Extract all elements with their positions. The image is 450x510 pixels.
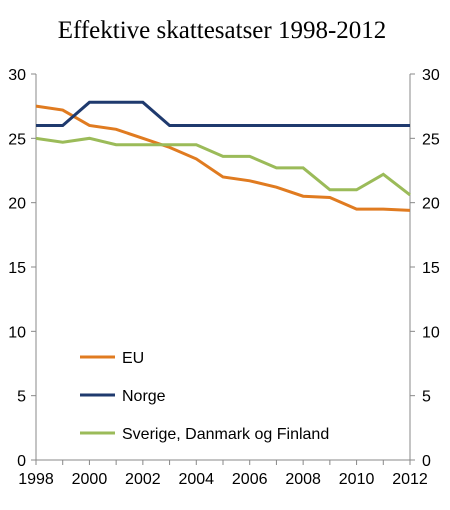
series-line-eu [35, 104, 411, 212]
x-tick-label: 2004 [178, 471, 214, 488]
series-layer [35, 100, 411, 212]
series-line-norge [36, 100, 410, 127]
x-tick-label: 1998 [18, 471, 54, 488]
y-tick-label-right: 20 [422, 196, 440, 213]
x-tick-label: 2008 [285, 471, 321, 488]
x-tick-label: 2002 [125, 471, 161, 488]
y-tick-label-right: 15 [422, 260, 440, 277]
y-tick-label-right: 5 [422, 389, 431, 406]
x-tick-label: 2012 [392, 471, 428, 488]
y-tick-label-left: 10 [8, 324, 26, 341]
chart-title: Effektive skattesatser 1998-2012 [58, 17, 387, 44]
y-tick-label-left: 25 [8, 131, 26, 148]
series-line-sverige-danmark-og-finland [35, 136, 411, 197]
legend-label: Norge [122, 388, 166, 405]
y-tick-label-left: 20 [8, 196, 26, 213]
y-tick-label-left: 30 [8, 67, 26, 84]
y-tick-label-left: 15 [8, 260, 26, 277]
x-tick-label: 2010 [339, 471, 375, 488]
y-tick-label-right: 0 [422, 453, 431, 470]
y-tick-label-left: 5 [17, 389, 26, 406]
legend-label: Sverige, Danmark og Finland [122, 426, 329, 443]
legend: EU Norge Sverige, Danmark og Finland [80, 350, 329, 443]
y-tick-label-left: 0 [17, 453, 26, 470]
y-tick-label-right: 10 [422, 324, 440, 341]
y-tick-label-right: 30 [422, 67, 440, 84]
legend-label: EU [122, 350, 144, 367]
x-tick-label: 2006 [232, 471, 268, 488]
y-tick-label-right: 25 [422, 131, 440, 148]
ticks-layer: 0 5 10 15 20 25 30 0 5 10 15 20 25 30 1998 2000 2002 2004… [8, 67, 440, 488]
x-tick-label: 2000 [72, 471, 108, 488]
